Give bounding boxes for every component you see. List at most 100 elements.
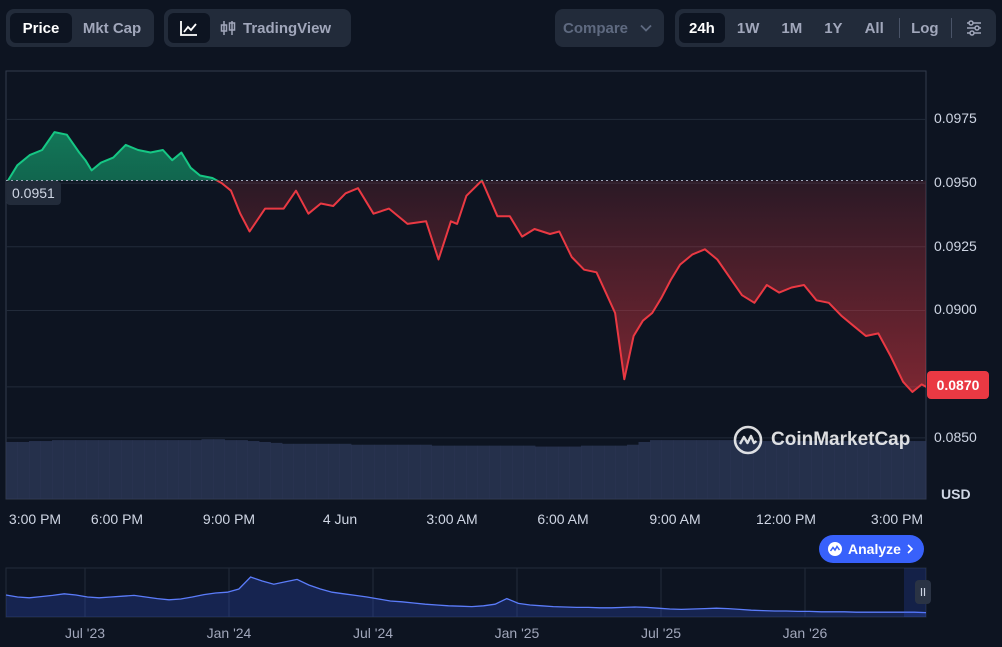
- area-below-reference: [8, 180, 926, 392]
- chart-style-toggle: TradingView: [164, 9, 351, 47]
- volume-bar: [29, 441, 41, 499]
- volume-bar: [776, 441, 789, 499]
- navigator-tick: Jul '23: [64, 625, 106, 641]
- volume-bar: [420, 444, 432, 499]
- volume-bar: [17, 441, 30, 499]
- chevron-down-icon: [640, 24, 652, 32]
- analyze-button[interactable]: Analyze: [819, 535, 924, 563]
- log-scale-button[interactable]: Log: [911, 19, 939, 37]
- x-tick: 9:00 PM: [202, 511, 256, 527]
- volume-bar: [86, 440, 99, 499]
- volume-bar: [845, 441, 858, 499]
- volume-bar: [132, 440, 145, 499]
- compare-dropdown[interactable]: Compare: [555, 9, 664, 47]
- volume-bar: [121, 440, 133, 499]
- volume-bar: [650, 440, 662, 499]
- volume-bar: [293, 443, 306, 499]
- tab-price[interactable]: Price: [10, 13, 72, 43]
- volume-bar: [604, 445, 616, 499]
- volume-bar: [362, 444, 375, 499]
- sliders-icon: [966, 20, 981, 36]
- range-24h[interactable]: 24h: [679, 13, 725, 43]
- volume-bar: [167, 440, 179, 499]
- volume-bar: [466, 445, 478, 499]
- x-tick: 6:00 PM: [90, 511, 144, 527]
- x-tick: 4 Jun: [322, 511, 358, 527]
- range-selector: 24h 1W 1M 1Y All Log: [675, 9, 996, 47]
- line-chart-icon: [180, 21, 197, 36]
- volume-bar: [316, 443, 329, 499]
- area-above-reference: [8, 132, 482, 181]
- volume-bar: [638, 441, 651, 499]
- volume-bar: [489, 445, 501, 499]
- analyze-label: Analyze: [848, 541, 901, 557]
- y-tick: 0.0900: [934, 301, 977, 318]
- tab-mkt-cap[interactable]: Mkt Cap: [82, 19, 142, 37]
- range-all[interactable]: All: [864, 19, 884, 37]
- compare-label: Compare: [563, 19, 629, 37]
- volume-bar: [443, 445, 455, 499]
- range-1m[interactable]: 1M: [781, 19, 803, 37]
- volume-bar: [75, 440, 87, 499]
- volume-bar: [52, 440, 64, 499]
- coinmarketcap-logo-icon: [733, 425, 763, 455]
- range-1y[interactable]: 1Y: [824, 19, 843, 37]
- navigator-chart[interactable]: [5, 567, 927, 618]
- volume-bar: [109, 440, 122, 499]
- volume-bar: [408, 444, 421, 499]
- chart-settings-button[interactable]: [956, 13, 992, 43]
- chevron-right-icon: [907, 544, 914, 554]
- volume-bar: [397, 444, 409, 499]
- volume-bar: [615, 445, 628, 499]
- analyze-icon: [828, 542, 842, 556]
- volume-bar: [822, 441, 835, 499]
- navigator-tick: Jul '24: [352, 625, 394, 641]
- volume-bar: [63, 440, 76, 499]
- volume-bar: [753, 441, 766, 499]
- volume-bar: [144, 440, 156, 499]
- price-line-up: [7, 131, 484, 181]
- y-tick: 0.0925: [934, 237, 977, 254]
- volume-bar: [431, 445, 444, 499]
- current-price-label: 0.0870: [927, 371, 989, 399]
- line-chart-button[interactable]: [168, 13, 210, 43]
- price-line-down: [8, 180, 926, 393]
- volume-bar: [270, 442, 283, 499]
- volume-bar: [259, 441, 271, 499]
- volume-bar: [891, 441, 904, 499]
- range-1w[interactable]: 1W: [736, 19, 760, 37]
- volume-bar: [247, 441, 260, 499]
- volume-bar: [6, 441, 18, 499]
- volume-bar: [523, 445, 536, 499]
- volume-bar: [569, 446, 582, 499]
- volume-bar: [155, 440, 168, 499]
- volume-bar: [799, 441, 812, 499]
- volume-bar: [730, 440, 743, 499]
- y-axis-unit: USD: [941, 486, 971, 502]
- watermark-text: CoinMarketCap: [771, 429, 911, 450]
- volume-bar: [328, 443, 340, 499]
- volume-bar: [98, 440, 110, 499]
- volume-bar: [903, 441, 915, 499]
- volume-bar: [201, 439, 214, 499]
- coinmarketcap-watermark: CoinMarketCap: [733, 425, 910, 455]
- navigator-tick: Jan '26: [782, 625, 828, 641]
- x-tick: 3:00 PM: [870, 511, 924, 527]
- volume-bar: [236, 440, 248, 499]
- volume-bar: [385, 444, 398, 499]
- navigator-handle[interactable]: [915, 580, 931, 604]
- volume-bar: [500, 445, 513, 499]
- reference-price-label: 0.0951: [6, 181, 61, 205]
- metric-toggle: Price Mkt Cap: [6, 9, 154, 47]
- volume-bars: [6, 439, 927, 499]
- volume-bar: [661, 440, 674, 499]
- volume-bar: [213, 439, 225, 499]
- volume-bar: [857, 441, 869, 499]
- tradingview-button[interactable]: TradingView: [212, 13, 339, 43]
- x-tick: 3:00 AM: [426, 511, 478, 527]
- x-tick: 9:00 AM: [649, 511, 701, 527]
- volume-bar: [224, 440, 237, 499]
- volume-bar: [719, 440, 731, 499]
- x-tick: 12:00 PM: [756, 511, 816, 527]
- volume-bar: [512, 445, 524, 499]
